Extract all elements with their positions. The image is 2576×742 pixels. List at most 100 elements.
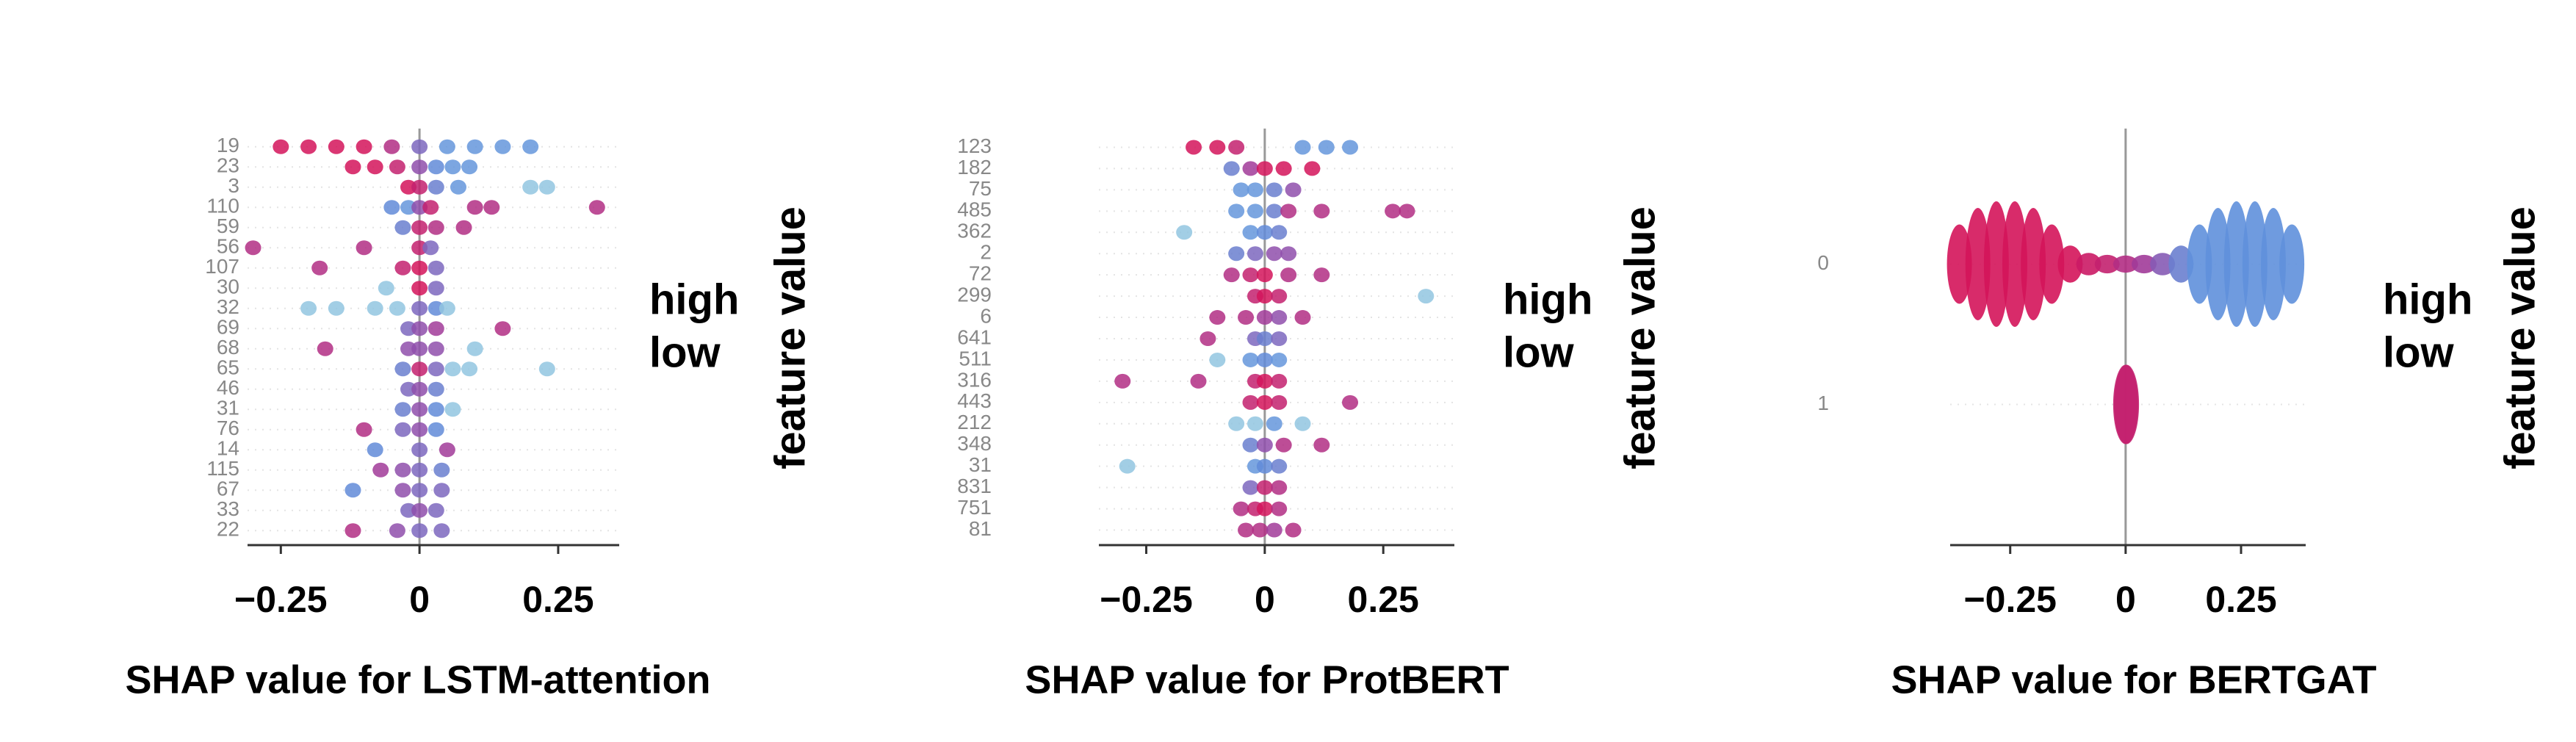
violin-slice	[2150, 253, 2176, 275]
legend-low: low	[1503, 328, 1575, 376]
shap-point	[328, 300, 344, 316]
shap-point	[494, 139, 511, 154]
shap-point	[1271, 352, 1288, 367]
feature-label: 75	[969, 177, 992, 200]
shap-point	[411, 381, 428, 397]
violin-slice	[2094, 254, 2120, 274]
shap-point	[439, 139, 455, 154]
feature-label: 107	[205, 255, 239, 278]
shap-point	[245, 240, 261, 256]
shap-point	[461, 361, 478, 377]
shap-point	[383, 139, 400, 154]
shap-point	[1275, 161, 1292, 176]
legend-low: low	[2383, 328, 2455, 376]
feature-label: 30	[217, 275, 239, 298]
shap-point	[273, 139, 289, 154]
shap-point	[1271, 310, 1288, 325]
shap-point	[1228, 140, 1245, 155]
shap-point	[344, 159, 361, 175]
x-tick-label: 0	[409, 579, 430, 620]
shap-point	[411, 139, 428, 154]
x-tick-label: −0.25	[1100, 579, 1193, 620]
x-tick-label: 0	[1255, 579, 1275, 620]
shap-point	[367, 159, 383, 175]
violin-slice	[2279, 224, 2305, 304]
shap-point	[538, 361, 555, 377]
shap-point	[394, 220, 411, 235]
shap-point	[422, 240, 439, 256]
violin-slice	[2114, 364, 2140, 444]
shap-point	[1256, 331, 1273, 346]
shap-point	[411, 321, 428, 336]
shap-point	[1285, 522, 1302, 538]
shap-point	[1228, 203, 1245, 219]
shap-point	[1242, 437, 1259, 453]
x-tick-label: 0.25	[522, 579, 594, 620]
x-tick-label: −0.25	[234, 579, 328, 620]
shap-point	[1256, 161, 1273, 176]
shap-point	[450, 179, 466, 195]
violin-slice	[1947, 224, 1972, 304]
shap-point	[411, 281, 428, 296]
shap-point	[411, 361, 428, 377]
shap-point	[433, 523, 450, 539]
shap-point	[1242, 352, 1259, 367]
feature-label: 68	[217, 336, 239, 359]
shap-point	[1313, 437, 1330, 453]
shap-point	[1190, 373, 1207, 389]
shap-point	[394, 462, 411, 478]
shap-point	[400, 321, 417, 336]
feature-label: 31	[969, 453, 992, 476]
feature-label: 3	[228, 174, 239, 197]
feature-label: 81	[969, 517, 992, 540]
shap-point	[1304, 161, 1321, 176]
shap-point	[1186, 140, 1202, 155]
shap-point	[1266, 522, 1282, 538]
shap-point	[1238, 310, 1255, 325]
shap-point	[1223, 161, 1240, 176]
violin-slice	[2039, 224, 2065, 304]
shap-point	[427, 321, 444, 336]
shap-point	[1119, 458, 1136, 474]
feature-label: 59	[217, 215, 239, 237]
shap-point	[317, 341, 333, 356]
shap-point	[1318, 140, 1335, 155]
shap-point	[444, 361, 461, 377]
shap-point	[1294, 416, 1311, 431]
shap-point	[433, 483, 450, 498]
shap-point	[356, 139, 372, 154]
shap-point	[411, 503, 428, 518]
shap-point	[344, 483, 361, 498]
shap-point	[1418, 289, 1435, 304]
shap-point	[400, 200, 417, 215]
shap-point	[1209, 352, 1226, 367]
shap-point	[1233, 182, 1249, 198]
x-axis-title: SHAP value for BERTGAT	[1891, 658, 2376, 702]
shap-point	[427, 260, 444, 275]
shap-point	[394, 260, 411, 275]
shap-point	[1242, 480, 1259, 495]
shap-point	[394, 422, 411, 437]
shap-point	[1271, 373, 1288, 389]
shap-point	[378, 281, 394, 296]
shap-point	[1242, 395, 1259, 410]
shap-point	[1256, 310, 1273, 325]
shap-point	[400, 381, 417, 397]
shap-point	[1271, 331, 1288, 346]
shap-point	[422, 200, 439, 215]
x-axis-title: SHAP value for ProtBERT	[1025, 658, 1509, 702]
shap-point	[461, 159, 478, 175]
shap-point	[1223, 267, 1240, 283]
feature-label: 123	[957, 134, 992, 157]
shap-point	[427, 361, 444, 377]
feature-label: 14	[217, 437, 239, 460]
shap-point	[300, 300, 317, 316]
shap-point	[411, 462, 428, 478]
shap-point	[1266, 416, 1282, 431]
shap-point	[411, 179, 428, 195]
shap-point	[400, 179, 417, 195]
shap-point	[1246, 203, 1263, 219]
x-tick-label: 0.25	[2205, 579, 2276, 620]
feature-label: 69	[217, 316, 239, 339]
